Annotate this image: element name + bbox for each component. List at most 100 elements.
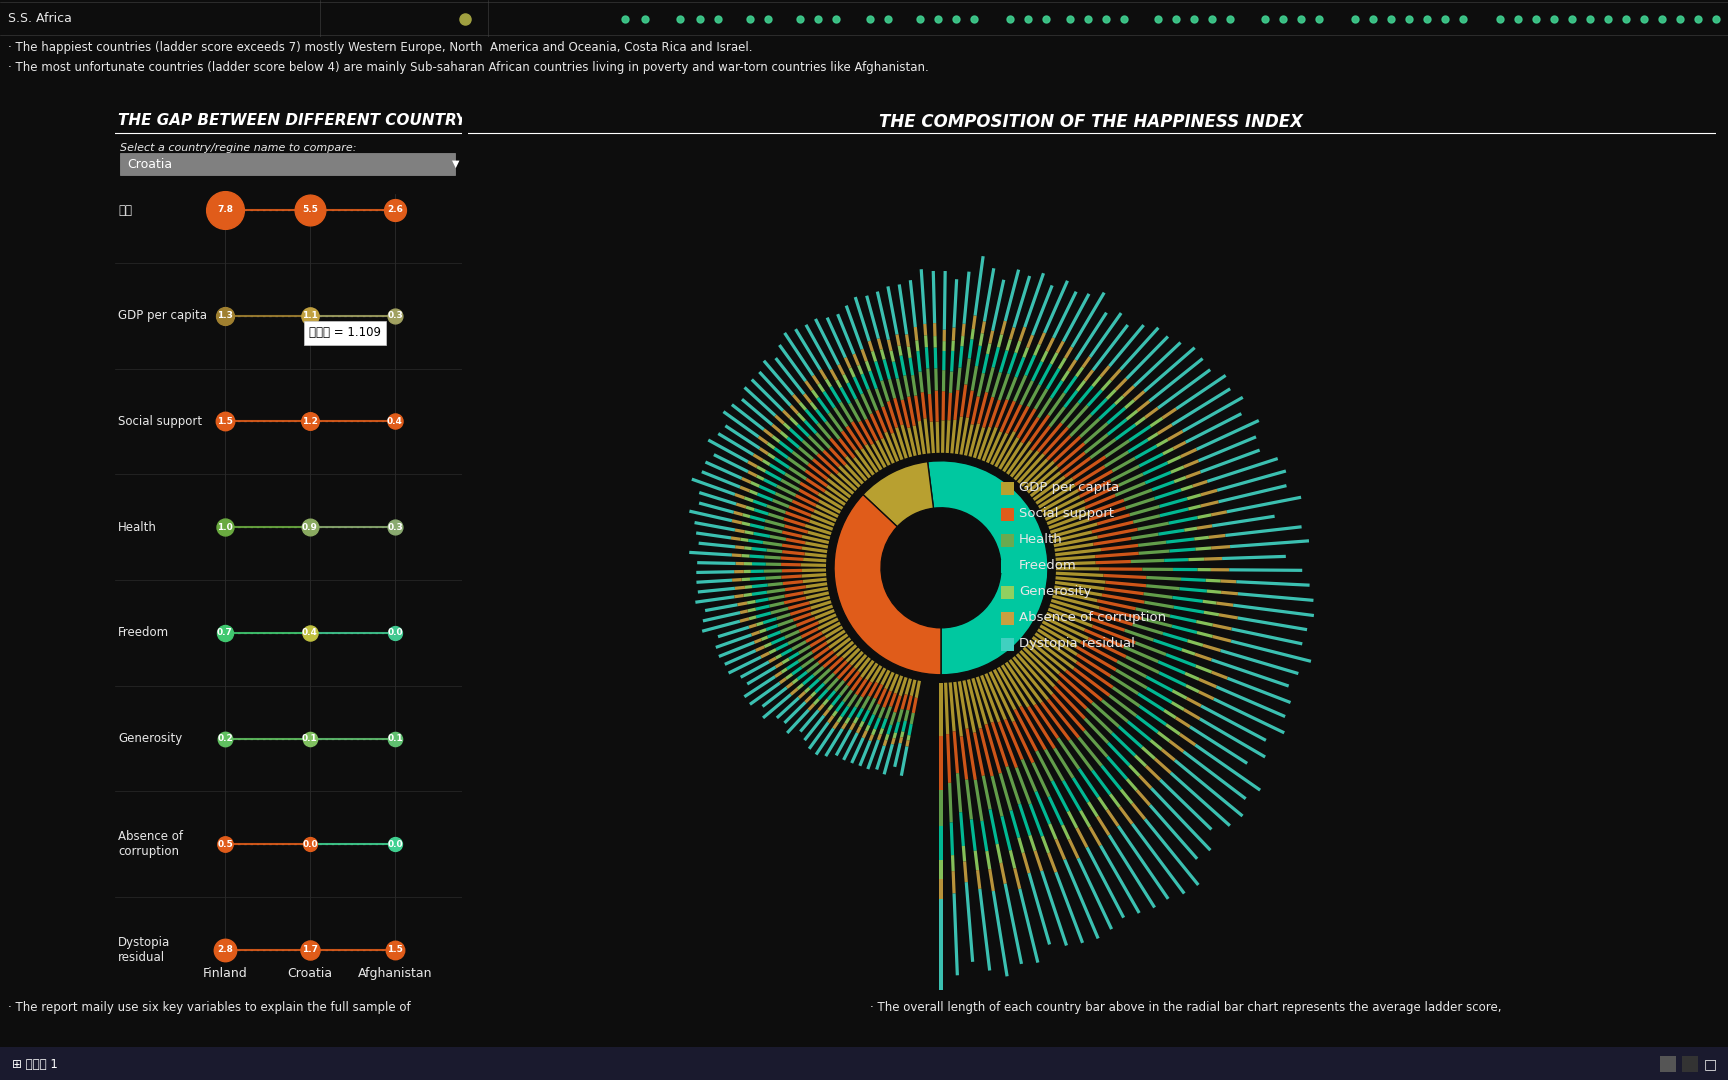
Polygon shape [752,454,764,461]
Polygon shape [781,563,800,566]
Wedge shape [862,461,933,527]
Polygon shape [1064,670,1102,702]
Polygon shape [689,551,733,556]
Polygon shape [978,427,992,460]
Polygon shape [757,435,769,445]
Polygon shape [852,353,861,366]
Polygon shape [828,413,843,432]
Polygon shape [824,490,845,505]
Polygon shape [816,422,831,440]
Polygon shape [1051,380,1063,399]
Polygon shape [800,482,819,496]
Polygon shape [1047,852,1058,873]
Polygon shape [1045,337,1056,352]
Polygon shape [968,339,973,359]
Polygon shape [1030,471,1061,497]
Polygon shape [854,449,874,475]
Polygon shape [762,687,788,707]
Bar [1681,1056,1699,1072]
Polygon shape [1056,340,1064,353]
Polygon shape [871,351,878,362]
Polygon shape [741,399,774,427]
Polygon shape [973,427,985,458]
Polygon shape [1213,635,1232,643]
Polygon shape [829,473,854,495]
Text: 5.5: 5.5 [302,205,318,215]
Polygon shape [935,391,938,421]
Polygon shape [740,661,769,678]
Polygon shape [973,256,985,315]
Polygon shape [874,388,885,407]
Polygon shape [1158,671,1187,687]
Polygon shape [779,624,797,634]
Polygon shape [964,882,975,962]
Polygon shape [1085,707,1113,734]
Polygon shape [764,526,783,534]
Polygon shape [798,488,819,502]
Polygon shape [750,481,760,488]
Polygon shape [1201,704,1267,742]
Polygon shape [1182,751,1246,800]
Polygon shape [752,631,760,636]
Polygon shape [791,394,802,404]
Polygon shape [976,676,994,723]
Polygon shape [871,444,886,468]
FancyBboxPatch shape [119,153,454,175]
Polygon shape [886,401,899,428]
Polygon shape [759,485,776,495]
Polygon shape [904,375,911,396]
Polygon shape [897,708,904,723]
Polygon shape [810,389,819,399]
Polygon shape [1021,458,1049,487]
Polygon shape [893,743,902,767]
Polygon shape [1175,716,1191,728]
Bar [1001,559,1014,572]
Polygon shape [762,541,783,546]
Text: 0.3: 0.3 [387,523,403,531]
Polygon shape [786,457,807,472]
Polygon shape [1156,438,1168,447]
Polygon shape [1061,402,1080,424]
Polygon shape [823,708,829,717]
Polygon shape [1006,404,1023,434]
Polygon shape [767,549,783,553]
Polygon shape [1085,494,1116,510]
Polygon shape [866,662,878,680]
Polygon shape [1056,738,1080,770]
Polygon shape [791,640,807,650]
Polygon shape [878,706,885,718]
Polygon shape [893,675,904,693]
Polygon shape [776,697,800,719]
Polygon shape [1056,562,1096,566]
Polygon shape [1035,632,1078,663]
Polygon shape [1035,477,1073,504]
Polygon shape [1052,747,1075,779]
Polygon shape [750,378,785,411]
Polygon shape [743,675,776,698]
Polygon shape [1127,720,1151,742]
Polygon shape [923,324,928,336]
Polygon shape [1051,781,1070,812]
Polygon shape [983,268,995,322]
Polygon shape [1001,816,1013,851]
Polygon shape [778,345,807,382]
Polygon shape [702,620,740,633]
Polygon shape [909,713,914,725]
Polygon shape [990,721,1009,767]
Polygon shape [1125,778,1139,792]
Polygon shape [1232,627,1303,646]
Polygon shape [914,680,921,698]
Polygon shape [769,535,786,541]
Polygon shape [966,728,976,780]
Polygon shape [748,623,757,629]
Polygon shape [995,843,1002,863]
Polygon shape [994,431,1016,468]
Polygon shape [805,632,823,643]
Polygon shape [1040,489,1078,513]
Polygon shape [835,729,852,756]
Polygon shape [757,465,766,473]
Polygon shape [757,621,764,626]
Polygon shape [1009,449,1033,477]
Polygon shape [888,674,899,692]
Polygon shape [961,336,964,347]
